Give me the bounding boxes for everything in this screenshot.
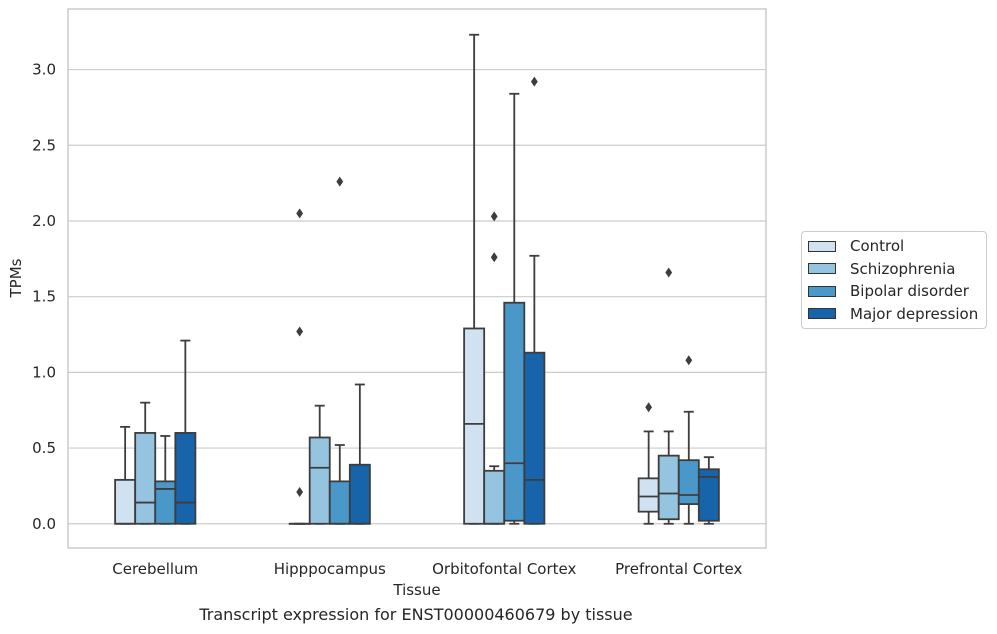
outlier-point xyxy=(296,208,304,219)
box-body xyxy=(503,301,526,522)
box-3-0 xyxy=(637,402,660,525)
legend-label: Major depression xyxy=(850,304,979,323)
y-axis-label: TPMs xyxy=(7,258,25,298)
y-tick-label: 0.5 xyxy=(32,439,56,457)
y-tick-label: 3.0 xyxy=(32,61,56,79)
outlier-point xyxy=(685,355,693,366)
box-2-0 xyxy=(463,33,486,525)
box-body xyxy=(348,463,371,525)
outlier-point xyxy=(645,402,653,413)
legend-label: Bipolar disorder xyxy=(850,282,969,301)
outlier-point xyxy=(490,252,498,263)
box-1-0 xyxy=(288,208,311,525)
y-tick-label: 1.5 xyxy=(32,288,56,306)
box-3-2 xyxy=(677,355,700,525)
legend-label: Control xyxy=(850,237,905,256)
box-body xyxy=(523,351,546,525)
box-1-3 xyxy=(348,383,371,525)
box-0-1 xyxy=(134,401,157,525)
y-tick-label: 1.0 xyxy=(32,363,56,381)
box-body xyxy=(677,459,700,505)
boxes xyxy=(114,33,720,525)
box-3-1 xyxy=(657,267,680,525)
legend-swatch xyxy=(808,263,836,275)
box-0-3 xyxy=(174,339,197,525)
box-3-3 xyxy=(697,456,720,525)
legend-swatch xyxy=(808,308,836,320)
plot-frame xyxy=(67,8,767,549)
box-2-3 xyxy=(523,76,546,525)
box-body xyxy=(657,454,680,521)
y-tick-label: 0.0 xyxy=(32,515,56,533)
outlier-point xyxy=(336,176,344,187)
box-body xyxy=(463,327,486,525)
box-body xyxy=(637,477,660,513)
box-body xyxy=(114,478,137,525)
outlier-point xyxy=(296,326,304,337)
legend-label: Schizophrenia xyxy=(850,259,956,278)
box-1-2 xyxy=(328,176,351,525)
box-body xyxy=(308,436,331,525)
box-body xyxy=(174,432,197,525)
box-body xyxy=(154,480,177,525)
outlier-point xyxy=(530,76,538,87)
x-axis-label: Tissue xyxy=(392,581,440,599)
box-2-2 xyxy=(503,92,526,525)
x-tick-label: Cerebellum xyxy=(112,560,198,578)
x-tick-label: Hipppocampus xyxy=(274,560,386,578)
outlier-point xyxy=(490,211,498,222)
outlier-point xyxy=(665,267,673,278)
box-body xyxy=(697,468,720,522)
box-1-1 xyxy=(308,404,331,525)
x-tick-labels: Cerebellum Hipppocampus Orbitofontal Corte… xyxy=(112,560,742,578)
box-body xyxy=(328,480,351,525)
x-tick-label: Orbitofontal Cortex xyxy=(432,560,576,578)
box-body xyxy=(134,432,157,525)
x-tick-label: Prefrontal Cortex xyxy=(615,560,742,578)
legend: Control Schizophrenia Bipolar disorder Majo… xyxy=(801,231,987,329)
y-tick-labels: 0.0 0.5 1.0 1.5 2.0 2.5 3.0 xyxy=(32,61,56,533)
legend-item: Major depression xyxy=(802,303,986,326)
legend-swatch xyxy=(808,285,836,297)
legend-swatch xyxy=(808,240,836,252)
legend-item: Schizophrenia xyxy=(802,258,986,281)
box-2-1 xyxy=(483,211,506,525)
chart-caption: Transcript expression for ENST0000046067… xyxy=(199,605,633,624)
y-tick-label: 2.0 xyxy=(32,212,56,230)
box-0-2 xyxy=(154,435,177,525)
y-tick-label: 2.5 xyxy=(32,136,56,154)
legend-item: Bipolar disorder xyxy=(802,280,986,303)
legend-item: Control xyxy=(802,235,986,258)
box-0-0 xyxy=(114,425,137,525)
box-body xyxy=(483,469,506,525)
outlier-point xyxy=(296,486,304,497)
